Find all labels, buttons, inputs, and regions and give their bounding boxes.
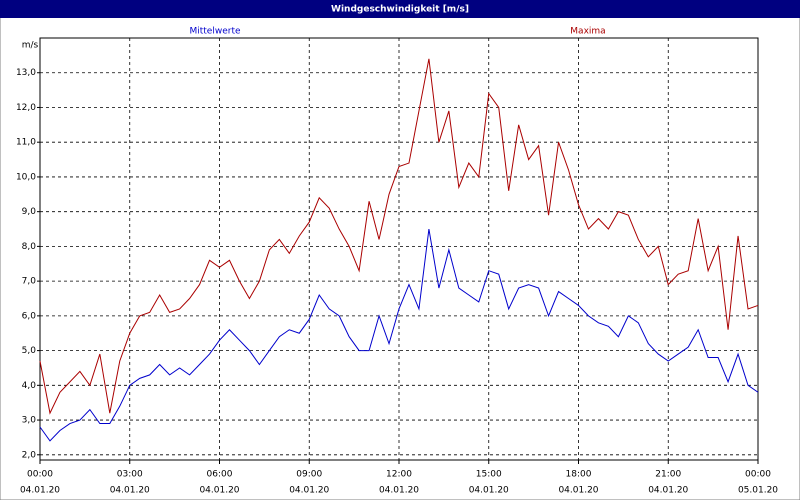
y-tick-label: 5,0 xyxy=(22,346,37,356)
x-tick-label: 00:00 xyxy=(27,470,53,480)
x-tick-date: 04.01.20 xyxy=(379,486,419,496)
y-tick-label: 7,0 xyxy=(22,277,37,287)
data-line xyxy=(39,228,759,442)
x-tick-date: 04.01.20 xyxy=(648,486,688,496)
y-tick-label: 4,0 xyxy=(22,381,37,391)
y-tick-label: 3,0 xyxy=(22,416,37,426)
y-tick-label: 11,0 xyxy=(16,138,36,148)
y-tick-label: 12,0 xyxy=(16,103,36,113)
x-tick-label: 09:00 xyxy=(296,470,322,480)
x-tick-date: 04.01.20 xyxy=(110,486,150,496)
chart-title: Windgeschwindigkeit [m/s] xyxy=(331,5,469,15)
y-axis-label: m/s xyxy=(22,41,39,51)
x-tick-date: 04.01.20 xyxy=(469,486,509,496)
x-tick-date: 04.01.20 xyxy=(289,486,329,496)
y-tick-label: 2,0 xyxy=(22,450,37,460)
x-tick-label: 03:00 xyxy=(117,470,143,480)
x-tick-date: 04.01.20 xyxy=(20,486,60,496)
x-tick-date: 04.01.20 xyxy=(558,486,598,496)
x-tick-label: 12:00 xyxy=(386,470,412,480)
y-tick-label: 8,0 xyxy=(22,242,37,252)
legend-label: Maxima xyxy=(570,27,605,37)
x-tick-label: 15:00 xyxy=(476,470,502,480)
x-tick-date: 05.01.20 xyxy=(738,486,778,496)
y-tick-label: 9,0 xyxy=(22,207,37,217)
data-line xyxy=(39,58,759,415)
title-bar xyxy=(0,0,800,18)
x-tick-label: 00:00 xyxy=(745,470,771,480)
legend-label: Mittelwerte xyxy=(189,27,240,37)
y-tick-label: 13,0 xyxy=(16,68,36,78)
x-tick-label: 18:00 xyxy=(566,470,592,480)
y-tick-label: 10,0 xyxy=(16,172,36,182)
y-tick-label: 6,0 xyxy=(22,311,37,321)
x-tick-date: 04.01.20 xyxy=(199,486,239,496)
x-tick-label: 06:00 xyxy=(207,470,233,480)
x-tick-label: 21:00 xyxy=(655,470,681,480)
